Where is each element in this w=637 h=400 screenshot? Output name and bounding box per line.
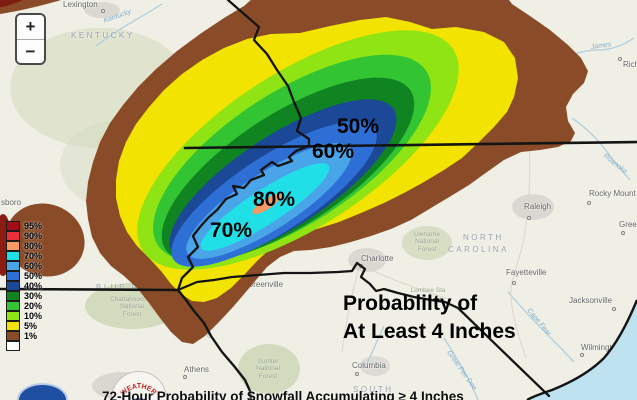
annotation-line-1: Probablilty of [343,292,478,315]
legend-swatch [6,231,20,241]
city-label: Columbia [352,361,386,370]
legend-entry: 10% [6,311,42,321]
city-dot [355,372,359,376]
city-label: Raleigh [524,202,552,211]
legend-swatch [6,341,20,351]
legend-swatch [6,301,20,311]
legend-entry: 70% [6,251,42,261]
state-label: BLUE RIDGE [96,283,170,292]
legend-label: 50% [24,271,43,281]
legend-swatch [6,321,20,331]
legend-label: 90% [24,231,43,241]
legend-label: 30% [24,291,43,301]
contour-label-80%: 80% [253,188,296,211]
legend-swatch [6,221,20,231]
city-dot [183,375,187,379]
legend-entry: 40% [6,281,42,291]
legend-label: 20% [24,301,43,311]
legend-swatch [6,251,20,261]
legend-entry: 80% [6,241,42,251]
city-dot [101,9,105,13]
forest-label: Lumbee Sta [410,287,446,294]
contour-label-60%: 60% [312,140,355,163]
legend-label: 1% [24,331,38,341]
contour-band-80% [252,193,282,215]
coastline [526,299,637,400]
city-dot [612,307,616,311]
city-dot [580,353,584,357]
forest-label: Chattahoochee National Forest [109,296,155,318]
city-dot [512,281,516,285]
legend-swatch [6,241,20,251]
legend-label: 60% [24,261,43,271]
legend-entry: 5% [6,321,42,331]
ocean [527,300,637,400]
legend-label: 40% [24,281,43,291]
bottom-caption: 72-Hour Probability of Snowfall Accumula… [102,389,464,400]
city-dot [527,216,531,220]
zoom-out-button[interactable]: − [17,39,44,63]
state-label: NORTH [463,233,504,242]
legend-entry: 50% [6,271,42,281]
legend-swatch [6,281,20,291]
probability-legend: 95% 90% 80% 70% 60% 50% 40% 30% 20% 10% 5% 1% [6,221,42,351]
legend-label: 10% [24,311,43,321]
annotation-line-2: At Least 4 Inches [343,319,516,343]
legend-label: 80% [24,241,43,251]
legend-entry: 95% [6,221,42,231]
city-label: Jacksonville [569,296,613,305]
contour-band-edge-1% [5,203,85,277]
legend-entry: 30% [6,291,42,301]
city-label: Greenville [619,220,637,229]
city-label: Lexington [63,0,98,9]
contour-label-50%: 50% [337,115,380,138]
city-label: Greenville [247,280,284,289]
zoom-in-button[interactable]: + [17,15,44,39]
legend-label: 95% [24,221,43,231]
legend-swatch [6,261,20,271]
legend-entry: 90% [6,231,42,241]
city-dot [618,57,622,61]
legend-label: 70% [24,251,43,261]
legend-label: 5% [24,321,38,331]
city-label: Fayetteville [506,268,547,277]
city-dot [621,231,625,235]
legend-entry: 20% [6,301,42,311]
legend-swatch [6,271,20,281]
map-annotation: Probablilty of At Least 4 Inches [343,290,516,345]
forest-label: Uwharrie National Forest [413,231,440,253]
legend-entry: 60% [6,261,42,271]
city-label: Charlotte [361,254,394,263]
contour-label-70%: 70% [210,219,253,242]
state-label: CAROLINA [448,245,509,254]
state-label: KENTUCKY [71,31,135,40]
state-label: SOUTH [353,385,394,394]
city-label: Wilmington [581,343,621,352]
legend-entry: 1% [6,331,42,341]
forest-label: Sumter National Forest [256,358,280,380]
city-label: Rocky Mount [589,189,636,198]
zoom-control[interactable]: + − [15,13,46,65]
city-label: Athens [184,365,209,374]
legend-swatch [6,331,20,341]
legend-entry [6,341,42,351]
legend-swatch [6,311,20,321]
legend-entries: 95% 90% 80% 70% 60% 50% 40% 30% 20% 10% 5% 1% [6,221,42,351]
city-label: sboro [1,198,22,207]
legend-swatch [6,291,20,301]
road-lines [341,141,531,359]
city-dot [587,201,591,205]
city-label: Richmond [623,60,637,69]
